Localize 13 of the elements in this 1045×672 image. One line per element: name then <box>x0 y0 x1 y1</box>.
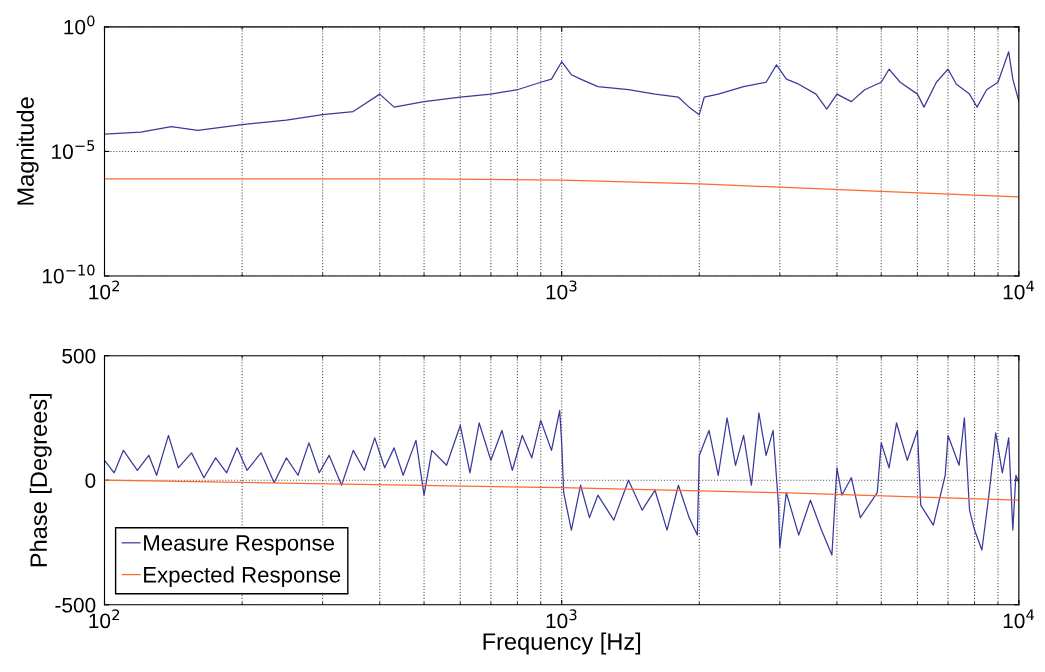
y-tick-label: 10$^{0}$ <box>64 15 95 35</box>
x-tick-label: 10$^{4}$ <box>1003 280 1035 300</box>
x-tick-label: 10$^{3}$ <box>546 609 577 629</box>
y-tick-label: 0 <box>85 473 96 488</box>
legend-label: Expected Response <box>144 566 341 588</box>
y-tick-label: 10$^{−5}$ <box>52 140 95 160</box>
y-axis-title: Magnitude <box>16 97 39 205</box>
x-tick-label: 10$^{3}$ <box>546 280 577 300</box>
legend-label: Measure Response <box>144 535 334 556</box>
y-tick-label: 500 <box>62 348 96 364</box>
y-axis-title: Phase [Degrees] <box>29 393 52 567</box>
x-axis-title: Frequency [Hz] <box>483 632 641 655</box>
x-tick-label: 10$^{4}$ <box>1003 609 1035 629</box>
